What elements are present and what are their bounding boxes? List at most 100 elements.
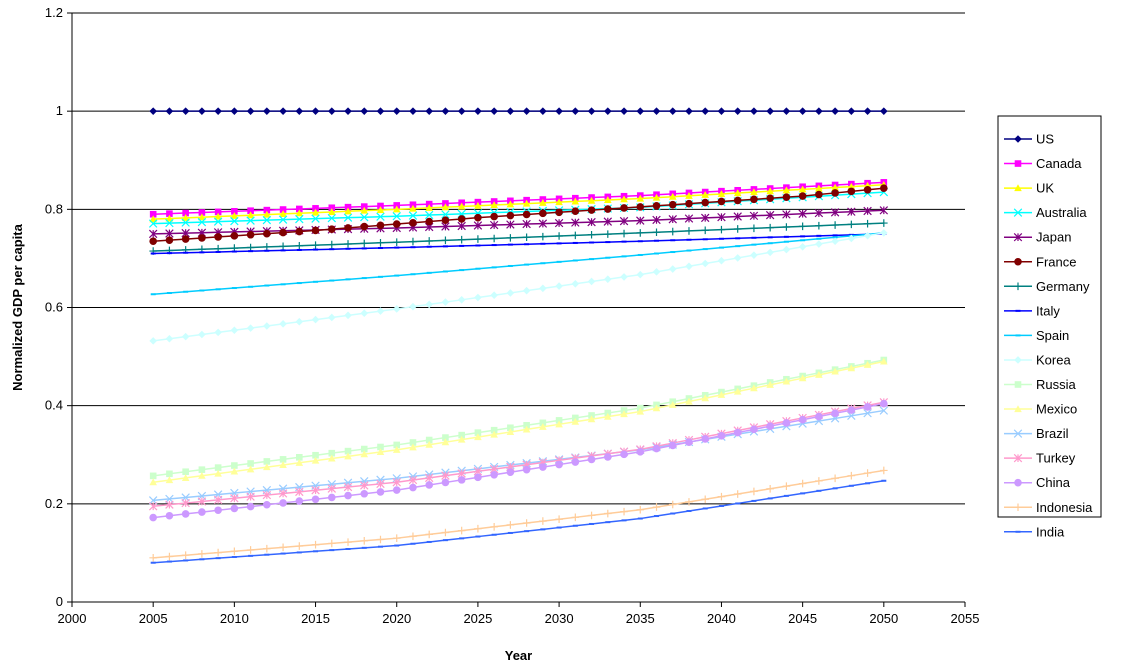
legend-item-indonesia: Indonesia <box>1004 500 1093 515</box>
marker-italy-2045 <box>800 235 806 238</box>
marker-us-2032 <box>587 107 596 115</box>
marker-japan-2049 <box>863 206 872 216</box>
legend-item-uk: UK <box>1004 181 1054 196</box>
legend-label-canada: Canada <box>1036 156 1082 171</box>
marker-mexico-2031 <box>571 417 580 425</box>
x-tick-label-0: 2000 <box>58 611 87 626</box>
marker-japan-2006 <box>165 229 174 238</box>
marker-japan-2030 <box>554 218 564 228</box>
marker-uk-2032 <box>587 196 596 204</box>
marker-indonesia-2014 <box>295 542 304 550</box>
marker-russia-2029 <box>539 419 547 427</box>
marker-france-2030 <box>555 208 563 217</box>
marker-india-2012 <box>264 553 270 556</box>
marker-indonesia-2047 <box>831 474 839 483</box>
marker-indonesia-2036 <box>652 503 661 511</box>
marker-china-2015 <box>311 495 320 504</box>
marker-australia-2020 <box>392 211 401 221</box>
marker-russia-2018 <box>360 445 368 453</box>
marker-russia-2028 <box>523 422 530 429</box>
marker-korea-2040 <box>717 256 726 265</box>
marker-germany-2047 <box>831 221 839 229</box>
legend-marker-china <box>1014 478 1022 487</box>
marker-korea-2045 <box>798 243 807 251</box>
marker-turkey-2008 <box>197 497 207 506</box>
marker-germany-2016 <box>327 240 336 249</box>
marker-uk-2026 <box>490 201 498 209</box>
marker-indonesia-2013 <box>279 543 287 552</box>
marker-indonesia-2043 <box>766 484 774 493</box>
marker-us-2038 <box>685 107 693 115</box>
marker-france-2033 <box>604 205 612 213</box>
marker-mexico-2019 <box>376 448 385 456</box>
marker-russia-2013 <box>279 456 287 463</box>
marker-france-2031 <box>571 207 580 215</box>
marker-italy-2043 <box>767 236 773 239</box>
marker-korea-2036 <box>652 268 661 276</box>
marker-india-2025 <box>475 535 481 538</box>
marker-italy-2025 <box>475 244 481 247</box>
marker-germany-2045 <box>798 222 807 231</box>
marker-china-2028 <box>522 465 531 474</box>
marker-korea-2048 <box>847 234 856 243</box>
marker-us-2017 <box>344 107 352 115</box>
series-russia <box>149 356 888 480</box>
marker-uk-2037 <box>668 192 677 200</box>
marker-india-2026 <box>491 533 497 536</box>
marker-italy-2040 <box>718 237 724 240</box>
x-tick-label-8: 2040 <box>707 611 736 626</box>
marker-us-2023 <box>441 107 450 115</box>
marker-australia-2010 <box>230 216 239 226</box>
series-line-spain <box>153 232 884 295</box>
legend-item-india: India <box>1004 524 1065 539</box>
x-tick-label-7: 2035 <box>626 611 655 626</box>
marker-korea-2016 <box>327 313 336 322</box>
marker-indonesia-2042 <box>750 487 758 496</box>
marker-uk-2005 <box>149 215 157 223</box>
marker-japan-2029 <box>538 219 548 228</box>
marker-germany-2013 <box>279 242 287 251</box>
legend-label-germany: Germany <box>1036 279 1090 294</box>
marker-germany-2019 <box>376 239 385 247</box>
marker-mexico-2036 <box>652 404 661 412</box>
marker-spain-2016 <box>329 279 335 282</box>
marker-mexico-2033 <box>604 412 612 420</box>
marker-germany-2024 <box>457 235 466 244</box>
marker-spain-2032 <box>589 258 595 261</box>
marker-korea-2034 <box>620 273 628 281</box>
marker-russia-2014 <box>296 454 303 461</box>
series-line-mexico <box>153 360 884 483</box>
legend-marker-korea <box>1014 356 1022 364</box>
marker-turkey-2011 <box>246 492 255 501</box>
marker-spain-2036 <box>654 252 660 255</box>
series-line-uk <box>153 184 884 220</box>
marker-france-2045 <box>798 192 807 200</box>
marker-korea-2044 <box>782 245 791 254</box>
marker-spain-2025 <box>475 267 481 270</box>
marker-brazil-2049 <box>863 408 872 418</box>
series-india <box>150 479 887 564</box>
marker-us-2014 <box>295 107 304 115</box>
marker-korea-2031 <box>571 279 580 288</box>
series-line-france <box>153 187 884 242</box>
marker-india-2019 <box>377 545 383 548</box>
marker-china-2040 <box>717 431 726 440</box>
marker-turkey-2024 <box>457 469 466 478</box>
marker-india-2050 <box>881 479 887 482</box>
marker-korea-2041 <box>733 254 742 262</box>
marker-france-2020 <box>392 220 401 228</box>
marker-india-2049 <box>865 482 871 485</box>
marker-turkey-2007 <box>181 498 190 508</box>
marker-mexico-2024 <box>457 435 466 443</box>
marker-india-2009 <box>215 557 221 560</box>
marker-indonesia-2029 <box>539 517 547 525</box>
marker-canada-2009 <box>214 208 222 216</box>
marker-mexico-2040 <box>717 391 726 398</box>
marker-china-2045 <box>798 415 807 424</box>
x-tick-label-9: 2045 <box>788 611 817 626</box>
marker-india-2036 <box>654 515 660 518</box>
legend: US Canada UK Australia Japan France Germany Ita… <box>997 115 1102 539</box>
marker-japan-2034 <box>619 216 629 226</box>
marker-china-2039 <box>701 435 710 443</box>
y-tick-label-5: 1 <box>56 103 63 118</box>
